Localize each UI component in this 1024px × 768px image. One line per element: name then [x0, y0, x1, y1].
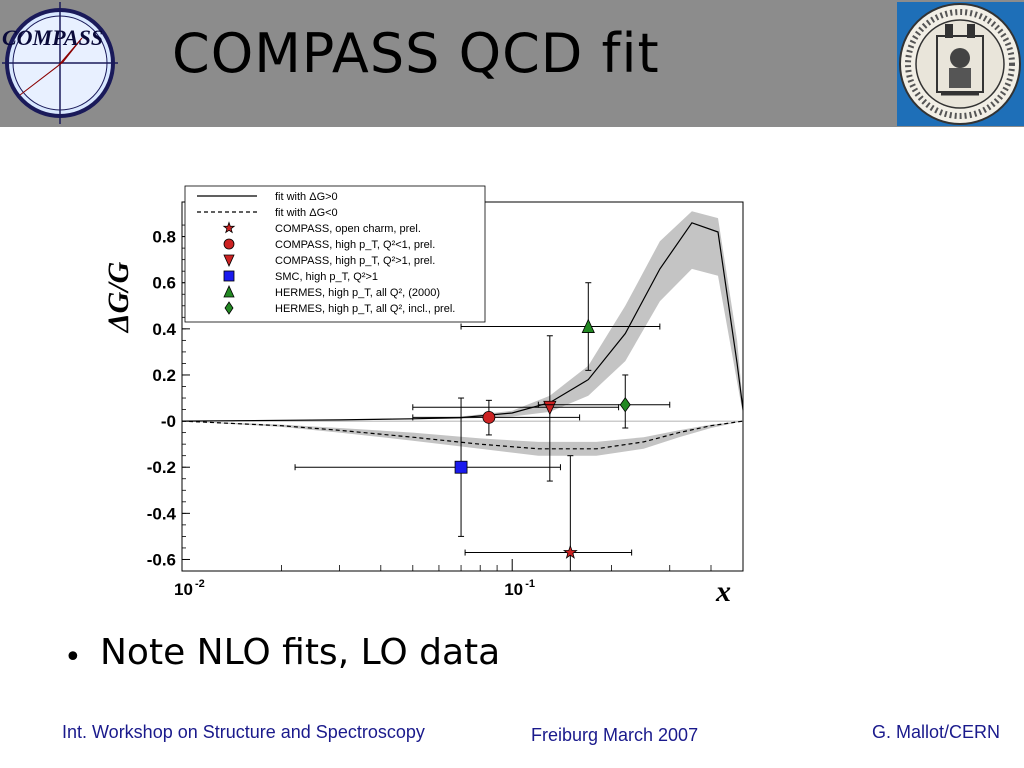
legend-label: fit with ΔG<0 — [275, 207, 338, 219]
x-tick-exponent: -2 — [195, 578, 205, 590]
y-tick-label: -0.6 — [147, 550, 176, 569]
legend-marker-diamond — [224, 301, 234, 315]
x-tick-exponent: -1 — [525, 578, 535, 590]
y-tick-label: -0.4 — [147, 504, 177, 523]
qcd-fit-chart: -0.6-0.4-0.2-00.20.40.60.810 -2 10 -1ΔG/Gx … — [100, 180, 760, 610]
x-tick-label: 10 — [504, 580, 523, 599]
compass-logo-text: COMPASS — [2, 25, 103, 50]
legend-label: fit with ΔG>0 — [275, 191, 338, 203]
y-tick-label: 0.8 — [152, 228, 176, 247]
compass-logo: COMPASS — [2, 2, 118, 124]
legend-marker-triangle-down — [223, 254, 235, 267]
legend-label: HERMES, high p_T, all Q², incl., prel. — [275, 303, 455, 315]
fit-curve-1 — [181, 420, 744, 450]
y-axis-title: ΔG/G — [102, 261, 135, 333]
footer-right: G. Mallot/CERN — [872, 722, 1001, 742]
legend-marker-star — [222, 221, 236, 234]
legend-label: COMPASS, open charm, prel. — [275, 223, 421, 235]
marker-triangle-up — [581, 318, 595, 333]
y-tick-label: -0.2 — [147, 458, 176, 477]
marker-circle — [482, 411, 496, 424]
y-tick-label: 0.2 — [152, 366, 176, 385]
marker-star — [562, 544, 578, 559]
y-tick-label: 0.4 — [152, 320, 176, 339]
bullet-text: Note NLO fits, LO data — [100, 632, 501, 673]
legend-label: HERMES, high p_T, all Q², (2000) — [275, 287, 440, 299]
footer-center: Freiburg March 2007 — [531, 725, 699, 745]
legend-label: COMPASS, high p_T, Q²<1, prel. — [275, 239, 435, 251]
bullet-marker: • — [64, 640, 82, 675]
x-tick-label: 10 — [174, 580, 193, 599]
data-point-0 — [464, 455, 633, 571]
y-tick-label: -0 — [161, 412, 176, 431]
slide-header — [0, 0, 1024, 127]
footer-left: Int. Workshop on Structure and Spectrosc… — [62, 722, 425, 742]
marker-square — [454, 460, 468, 474]
data-point-4 — [460, 282, 661, 371]
y-tick-label: 0.6 — [152, 274, 176, 293]
error-band-1 — [182, 421, 743, 456]
legend-marker-circle — [223, 238, 235, 250]
x-axis-title: x — [715, 575, 731, 608]
data-point-5 — [537, 374, 671, 429]
legend-label: COMPASS, high p_T, Q²>1, prel. — [275, 255, 435, 267]
legend-label: SMC, high p_T, Q²>1 — [275, 271, 378, 283]
legend-marker-triangle-up — [223, 285, 235, 298]
data-point-1 — [412, 399, 581, 436]
legend-box — [184, 185, 486, 323]
legend-marker-square — [223, 270, 235, 282]
university-seal — [897, 2, 1024, 126]
marker-diamond — [619, 397, 631, 413]
data-point-3 — [294, 397, 561, 537]
page-title: COMPASS QCD fit — [172, 22, 660, 85]
error-band-0 — [182, 211, 743, 422]
